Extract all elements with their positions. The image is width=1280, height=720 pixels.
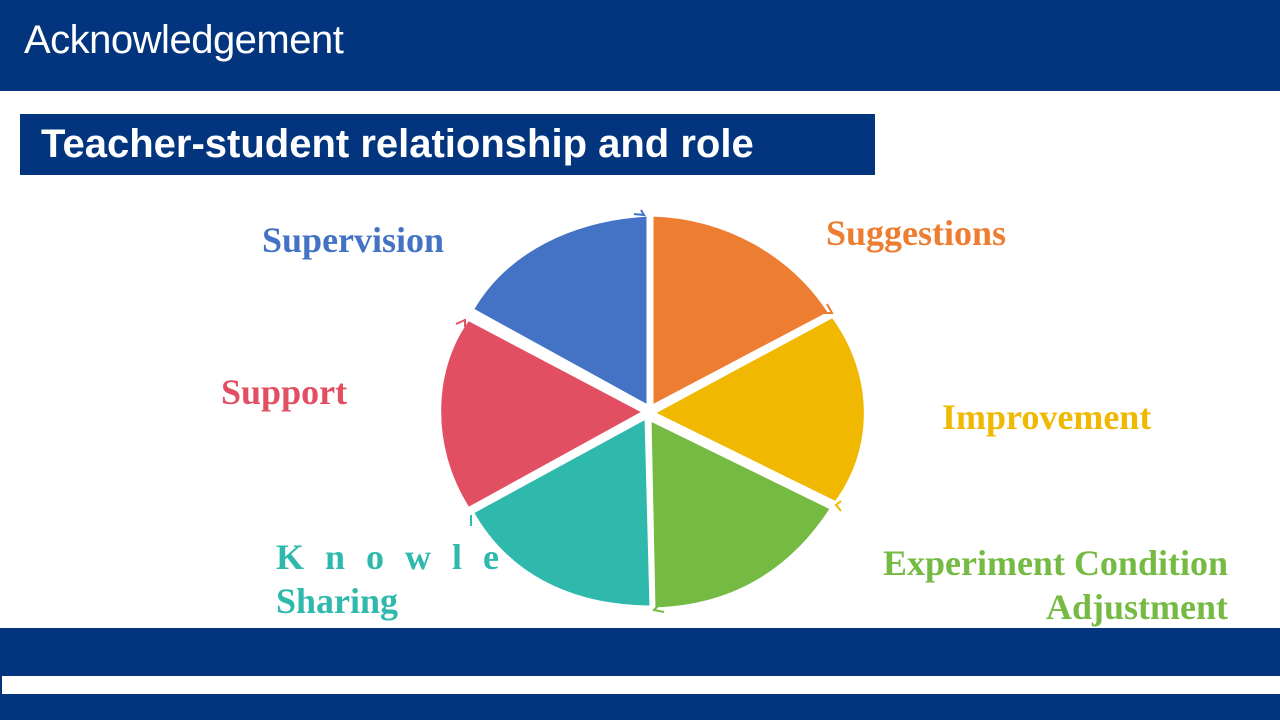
footer-white-stripe xyxy=(2,676,1280,694)
improvement-segment xyxy=(648,312,869,507)
supervision-arrow-mark xyxy=(633,209,646,217)
support-label: Support xyxy=(221,372,348,412)
knowledge-sharing-segment xyxy=(468,413,655,611)
subtitle-banner: Teacher-student relationship and role xyxy=(20,114,875,175)
relationship-pie-diagram xyxy=(436,209,869,613)
improvement-label: Improvement xyxy=(942,397,1152,437)
suggestions-segment xyxy=(648,211,834,411)
footer-bar xyxy=(0,628,1280,720)
segment-arrow-marks xyxy=(455,209,842,613)
subtitle-text: Teacher-student relationship and role xyxy=(41,122,754,166)
knowledge-label-line2: Sharing xyxy=(276,581,399,621)
improvement-arrow-mark xyxy=(834,500,842,512)
suggestions-arrow-mark xyxy=(824,303,834,314)
experiment-condition-adjustment-label: Experiment Condition Adjustment xyxy=(883,541,1228,629)
suggestions-label: Suggestions xyxy=(826,213,1007,253)
knowledge-label-line1: Knowledge xyxy=(276,537,638,577)
supervision-label: Supervision xyxy=(262,220,445,260)
support-segment xyxy=(436,315,649,513)
slide-title: Acknowledgement xyxy=(24,18,344,62)
header-bar xyxy=(0,0,1280,91)
knowledge-sharing-label: Knowledge Sharing xyxy=(276,535,638,623)
support-arrow-mark xyxy=(455,318,466,327)
experiment-condition-adjustment-segment xyxy=(646,415,836,613)
supervision-segment xyxy=(468,211,652,411)
experiment-arrow-mark xyxy=(651,603,665,613)
pie-segments xyxy=(436,211,869,613)
experiment-label-line2: Adjustment xyxy=(1045,587,1228,627)
experiment-label-line1: Experiment Condition xyxy=(882,543,1228,583)
